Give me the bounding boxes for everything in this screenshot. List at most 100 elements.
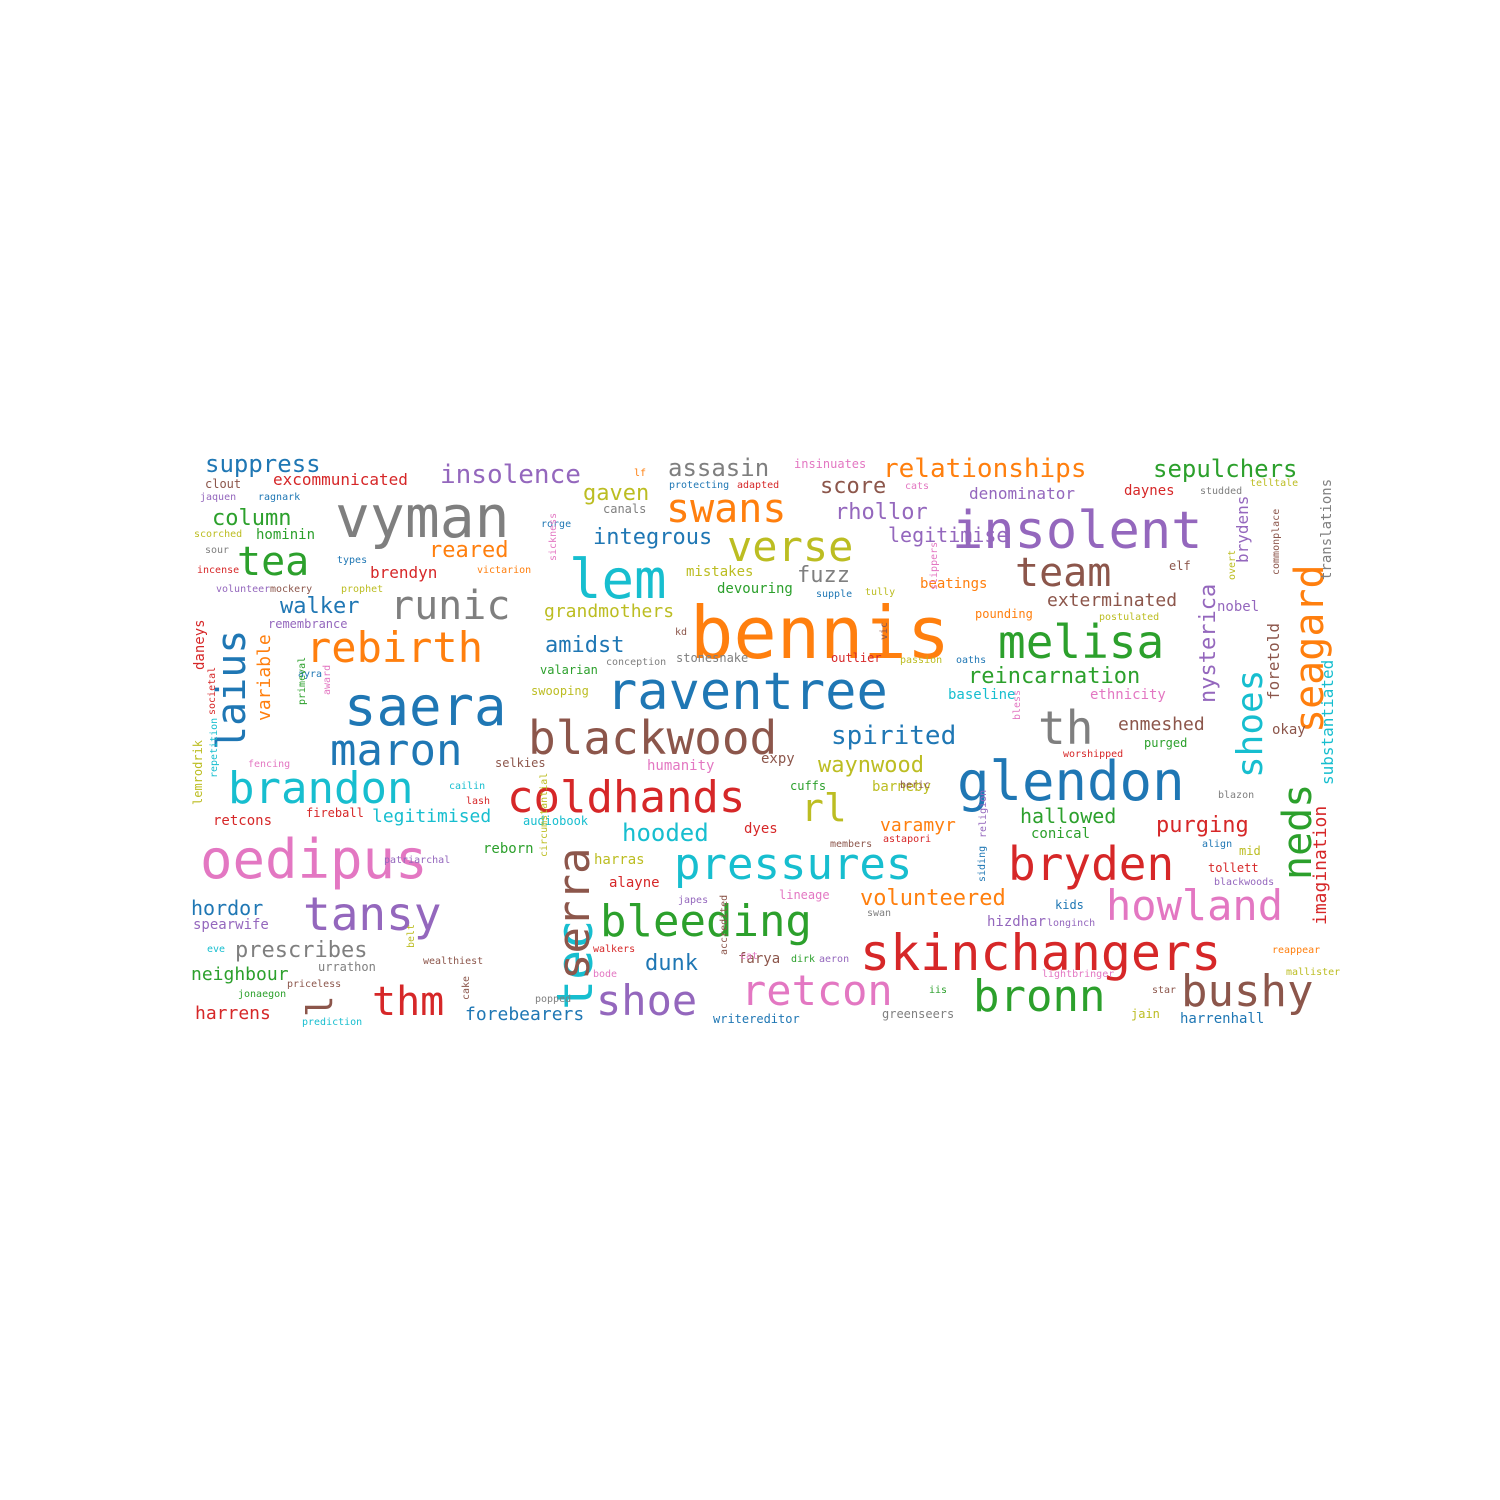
word-repetition: repetition	[209, 717, 220, 778]
word-audiobook: audiobook	[523, 814, 589, 828]
word-column: column	[212, 506, 292, 531]
word-harrenhall: harrenhall	[1180, 1011, 1265, 1027]
word-excommunicated: excommunicated	[273, 470, 408, 489]
word-spearwife: spearwife	[193, 917, 269, 933]
word-rhollor: rhollor	[835, 500, 928, 525]
word-selkies: selkies	[495, 756, 546, 770]
word-bleeding: bleeding	[600, 896, 812, 947]
word-tollett: tollett	[1208, 861, 1259, 875]
word-lineage: lineage	[779, 888, 830, 902]
word-kd: kd	[675, 627, 688, 638]
word-coldhands: coldhands	[507, 772, 746, 823]
word-dyes: dyes	[744, 821, 778, 837]
word-protecting: protecting	[669, 480, 730, 491]
word-translations: translations	[1319, 478, 1335, 580]
word-hooded: hooded	[622, 819, 709, 847]
word-urrathon: urrathon	[318, 960, 376, 974]
word-raventree: raventree	[606, 662, 888, 722]
word-bennis: bennis	[690, 591, 951, 675]
word-hizdhar: hizdhar	[987, 914, 1047, 930]
word-remembrance: remembrance	[268, 617, 348, 631]
word-purged: purged	[1144, 736, 1188, 750]
word-exterminated: exterminated	[1047, 590, 1178, 611]
word-skinchangers: skinchangers	[860, 924, 1222, 982]
word-glendon: glendon	[957, 750, 1185, 813]
word-integrous: integrous	[593, 525, 713, 550]
word-cats: cats	[905, 481, 930, 492]
word-humanity: humanity	[647, 758, 715, 774]
word-popped: popped	[535, 994, 572, 1005]
word-religion: religion	[978, 789, 989, 838]
word-mid: mid	[1239, 844, 1261, 858]
word-slippers: slippers	[929, 541, 940, 590]
word-bushy: bushy	[1181, 966, 1314, 1017]
word-victarion: victarion	[477, 565, 532, 576]
word-ethnicity: ethnicity	[1090, 687, 1166, 703]
word-vic: vic	[879, 621, 890, 640]
word-insolent: insolent	[952, 501, 1203, 561]
word-clout: clout	[205, 477, 242, 491]
word-hallowed: hallowed	[1020, 804, 1117, 828]
word-kids: kids	[1055, 898, 1084, 912]
word-volunteer: volunteer	[216, 584, 271, 595]
word-varamyr: varamyr	[880, 815, 956, 836]
word-reborn: reborn	[483, 841, 534, 857]
word-legitimised: legitimised	[372, 806, 492, 827]
word-scorched: scorched	[194, 529, 243, 540]
word-vyman: vyman	[335, 483, 510, 551]
word-waynwood: waynwood	[818, 753, 924, 778]
word-writereditor: writereditor	[713, 1012, 800, 1026]
word-imagination: imagination	[1310, 805, 1331, 925]
word-bless: bless	[1012, 689, 1023, 720]
word-brandon: brandon	[228, 763, 414, 814]
word-alayne: alayne	[609, 875, 660, 891]
word-adapted: adapted	[737, 480, 780, 491]
word-lf: lf	[634, 468, 647, 479]
word-daynes: daynes	[1124, 483, 1175, 499]
word-ragnark: ragnark	[258, 492, 301, 503]
word-greenseers: greenseers	[882, 1007, 955, 1021]
word-oedipus: oedipus	[200, 828, 428, 891]
word-maron: maron	[330, 725, 463, 776]
word-belt: belt	[406, 923, 417, 948]
word-devouring: devouring	[717, 581, 793, 597]
word-aeron: aeron	[819, 954, 850, 965]
word-baseline: baseline	[948, 687, 1016, 703]
word-denominator: denominator	[969, 484, 1075, 503]
word-walker: walker	[280, 594, 360, 619]
word-harras: harras	[594, 852, 645, 868]
word-sepulchers: sepulchers	[1153, 455, 1298, 483]
word-purging: purging	[1156, 813, 1249, 838]
word-blackwood: blackwood	[528, 711, 778, 765]
word-nobel: nobel	[1217, 599, 1260, 615]
word-bronn: bronn	[973, 971, 1106, 1022]
word-outlier: outlier	[831, 651, 882, 665]
word-prescribes: prescribes	[235, 938, 368, 963]
word-tully: tully	[865, 587, 896, 598]
word-retcons: retcons	[213, 813, 273, 829]
word-members: members	[830, 839, 873, 850]
word-fencing: fencing	[248, 759, 291, 770]
word-runic: runic	[390, 583, 511, 629]
word-swooping: swooping	[531, 684, 589, 698]
word-substantiated: substantiated	[1318, 659, 1337, 785]
word-amidst: amidst	[545, 633, 625, 658]
word-variable: variable	[254, 634, 275, 721]
word-longinch: longinch	[1047, 918, 1096, 929]
word-beric: beric	[900, 780, 931, 791]
word-reincarnation: reincarnation	[968, 664, 1141, 689]
word-neighbour: neighbour	[191, 964, 289, 985]
word-spirited: spirited	[831, 721, 957, 751]
word-tansy: tansy	[303, 887, 442, 941]
word-lem: lem	[569, 548, 667, 611]
word-foretold: foretold	[1264, 622, 1283, 700]
word-saera: saera	[344, 675, 507, 738]
word-siding: siding	[977, 845, 988, 882]
word-sour: sour	[205, 545, 230, 556]
word-blackwoods: blackwoods	[1214, 877, 1275, 888]
word-brendyn: brendyn	[370, 563, 438, 582]
word-l: l	[300, 995, 341, 1017]
word-reared: reared	[429, 538, 509, 563]
word-rebirth: rebirth	[306, 623, 484, 672]
